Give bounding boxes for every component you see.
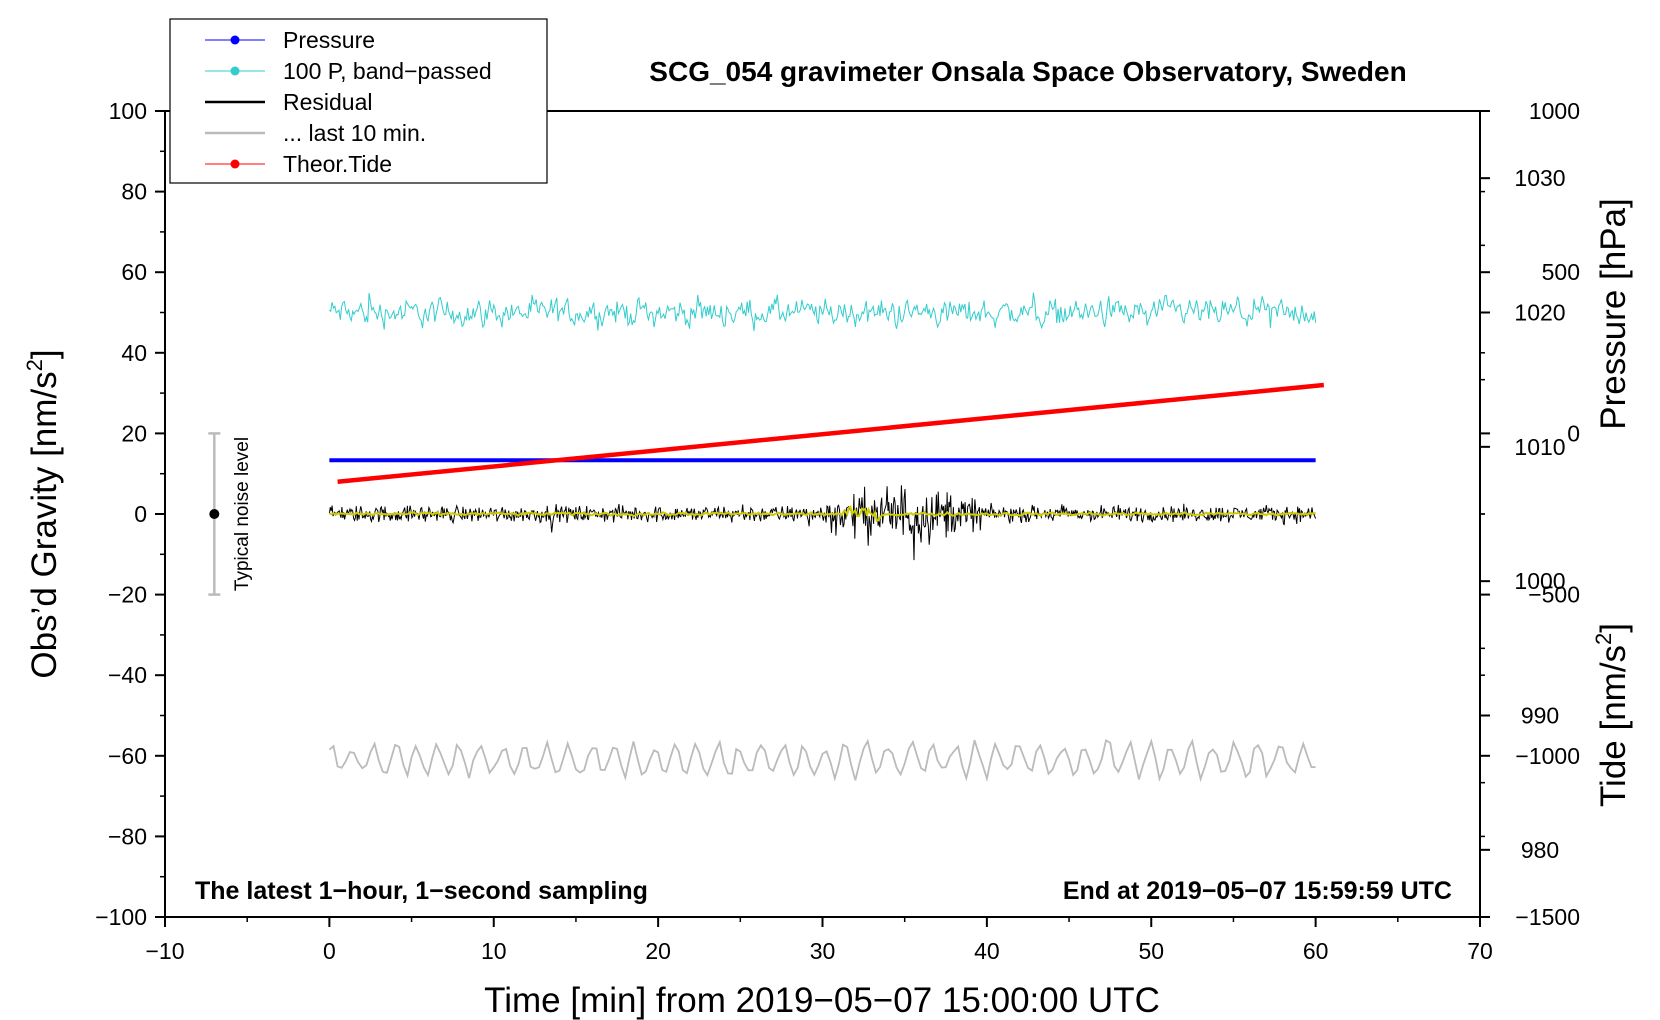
annotation-end-time: End at 2019−05−07 15:59:59 UTC: [1063, 877, 1452, 905]
x-tick-label: 0: [323, 938, 336, 964]
series-bandpassed-pressure: [329, 292, 1317, 332]
y-tick-label: 80: [121, 179, 147, 205]
y-axis-ticks: −100 −80 −60 −40 −20 0 20 40 60 80 100: [95, 98, 165, 930]
y-tick-label: −60: [108, 743, 147, 769]
legend: Pressure 100 P, band−passed Residual ... la…: [169, 18, 548, 184]
tide-axis-ticks: −1500 −1000 −500 0 500 1000: [1480, 98, 1580, 930]
pressure-tick-label: 980: [1521, 837, 1559, 863]
x-tick-label: 70: [1467, 938, 1493, 964]
x-tick-label: 60: [1303, 938, 1329, 964]
noise-bar-center: [209, 509, 220, 519]
legend-label: ... last 10 min.: [283, 120, 426, 146]
series-layer: [328, 292, 1325, 783]
tide-tick-label: −500: [1528, 582, 1580, 608]
y-tick-label: −20: [108, 582, 147, 608]
pressure-tick-label: 1030: [1514, 165, 1565, 191]
tide-tick-label: 1000: [1529, 98, 1580, 124]
x-tick-label: 30: [810, 938, 836, 964]
legend-marker: [230, 159, 240, 169]
y-tick-label: 40: [121, 340, 147, 366]
series-residual-smoothed: [329, 505, 1316, 522]
legend-entries: Pressure 100 P, band−passed Residual ... la…: [205, 27, 492, 177]
series-residual: [328, 485, 1317, 561]
pressure-tick-label: 1000: [1514, 568, 1565, 594]
tide-tick-label: −1500: [1515, 904, 1580, 930]
x-tick-label: 50: [1138, 938, 1164, 964]
pressure-axis-ticks: 980 990 1000 1010 1020 1030: [1480, 110, 1566, 918]
tide-tick-label: −1000: [1515, 743, 1580, 769]
x-tick-label: 10: [481, 938, 507, 964]
y-tick-label: −80: [108, 823, 147, 849]
y-axis-label-left: Obs’d Gravity [nm/s2]: [22, 349, 64, 678]
legend-label: Residual: [283, 89, 373, 115]
legend-marker: [230, 66, 240, 76]
y-tick-label: −100: [95, 904, 147, 930]
y-axis-label-pressure: Pressure [hPa]: [1594, 198, 1633, 430]
series-last-10-min: [328, 738, 1316, 783]
legend-label: Pressure: [283, 27, 375, 53]
tide-tick-label: 0: [1567, 420, 1580, 446]
series-theor-tide: [337, 382, 1325, 484]
x-tick-label: −10: [145, 938, 184, 964]
x-axis-label: Time [min] from 2019−05−07 15:00:00 UTC: [484, 981, 1160, 1020]
chart-title: SCG_054 gravimeter Onsala Space Observat…: [649, 56, 1406, 87]
x-tick-label: 20: [645, 938, 671, 964]
legend-marker: [230, 35, 240, 45]
legend-label: 100 P, band−passed: [283, 58, 492, 84]
y-tick-label: 100: [109, 98, 147, 124]
pressure-tick-label: 1010: [1514, 434, 1565, 460]
tide-tick-label: 500: [1542, 259, 1580, 285]
y-tick-label: 0: [134, 501, 147, 527]
y-tick-label: −40: [108, 662, 147, 688]
x-tick-label: 40: [974, 938, 1000, 964]
y-tick-label: 20: [121, 420, 147, 446]
noise-bar: [208, 432, 221, 596]
y-axis-label-tide: Tide [nm/s2]: [1591, 623, 1633, 807]
x-axis-ticks: −10 0 10 20 30 40 50 60 70: [145, 917, 1493, 964]
noise-bar-label: Typical noise level: [232, 437, 253, 591]
y-tick-label: 60: [121, 259, 147, 285]
legend-label: Theor.Tide: [283, 151, 392, 177]
pressure-tick-label: 1020: [1514, 300, 1565, 326]
annotation-sampling: The latest 1−hour, 1−second sampling: [195, 877, 648, 905]
pressure-tick-label: 990: [1521, 703, 1559, 729]
